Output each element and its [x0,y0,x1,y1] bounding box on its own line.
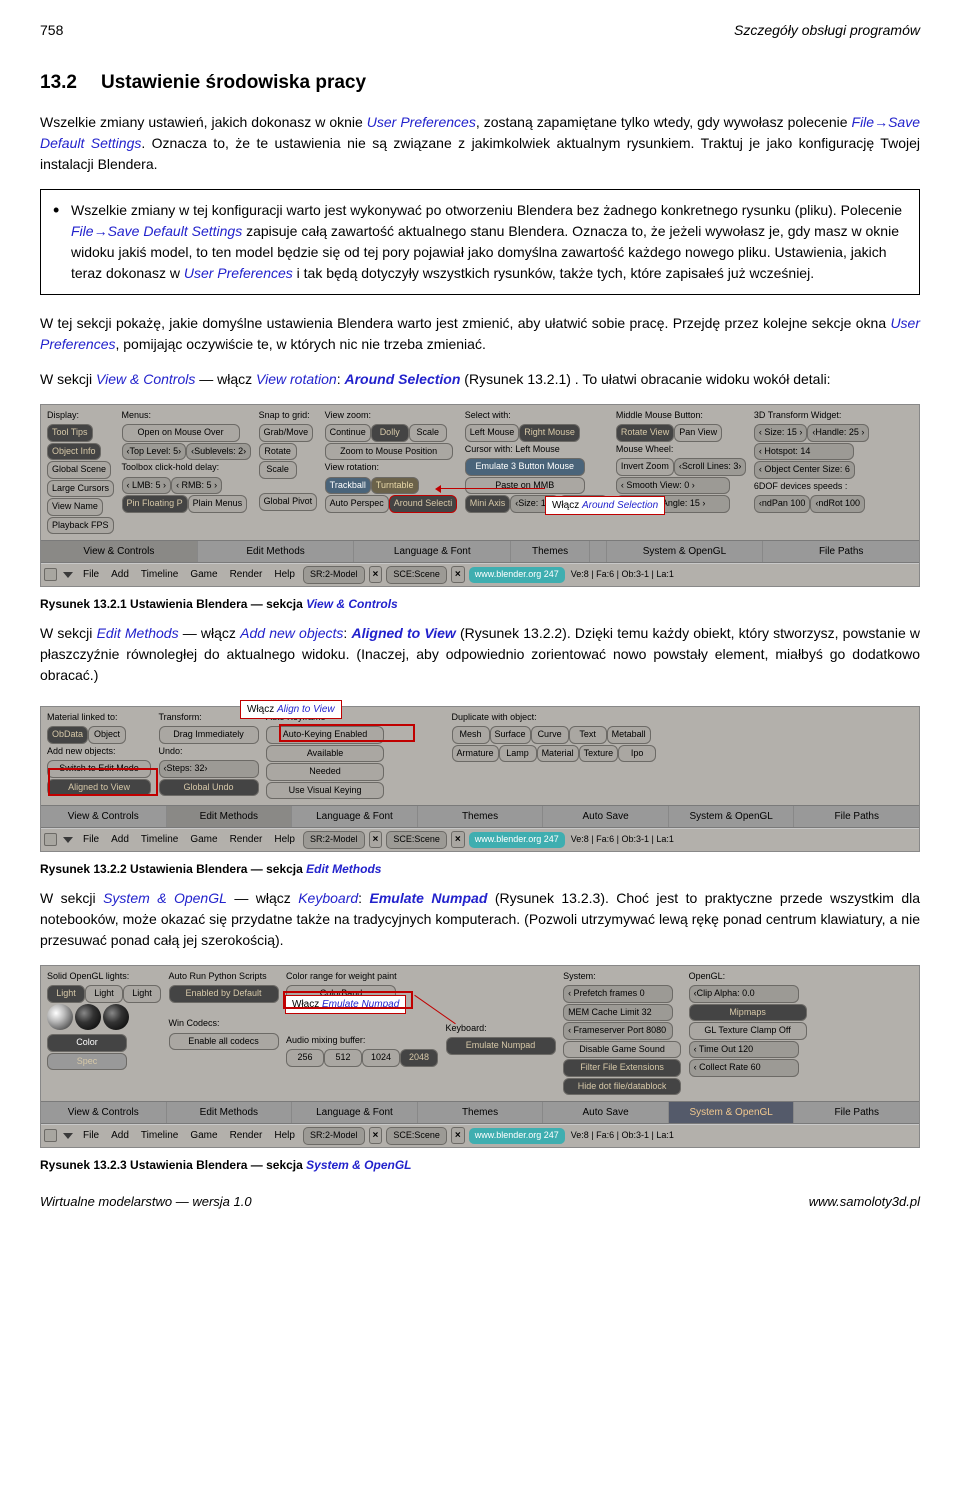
fig1-annotation: Włącz Around Selection [545,496,665,515]
page-header: 758 Szczegóły obsługi programów [40,20,920,41]
intro-paragraph: Wszelkie zmiany ustawień, jakich dokonas… [40,112,920,175]
figure-3-caption: Rysunek 13.2.3 Ustawienia Blendera — sek… [40,1156,920,1174]
blender-ui-view-controls: Display: Tool Tips Object Info Global Sc… [40,404,920,587]
fig2-annotation: Włącz Align to View [240,700,342,719]
paragraph-view-controls: W sekcji View & Controls — włącz View ro… [40,369,920,390]
blender-ui-system-opengl: Solid OpenGL lights: LightLightLight Col… [40,965,920,1148]
page-number: 758 [40,20,63,41]
footer-left: Wirtualne modelarstwo — wersja 1.0 [40,1192,252,1212]
info-icon[interactable] [44,568,57,581]
aligned-to-view-button[interactable]: Aligned to View [47,779,151,797]
blender-menubar: File Add Timeline Game Render Help SR:2-… [41,563,919,586]
close-icon[interactable]: × [369,566,383,583]
close-icon[interactable]: × [451,566,465,583]
tab-system-opengl[interactable]: System & OpenGL [669,1102,795,1123]
blender-ui-edit-methods: Material linked to: ObDataObject Add new… [40,706,920,852]
footer-right: www.samoloty3d.pl [809,1192,920,1212]
emulate-numpad-button[interactable]: Emulate Numpad [446,1037,556,1055]
prefs-tabs: View & Controls Edit Methods Language & … [41,540,919,563]
light-sphere[interactable] [75,1004,101,1030]
figure-1-caption: Rysunek 13.2.1 Ustawienia Blendera — sek… [40,595,920,613]
section-title: Ustawienie środowiska pracy [101,69,366,98]
section-heading: 13.2 Ustawienie środowiska pracy [40,69,920,98]
info-icon[interactable] [44,1129,57,1142]
info-icon[interactable] [44,833,57,846]
tool-tips-button[interactable]: Tool Tips [47,424,93,442]
paragraph-overview: W tej sekcji pokażę, jakie domyślne usta… [40,313,920,355]
figure-1-wrap: Display: Tool Tips Object Info Global Sc… [40,404,920,587]
paragraph-edit-methods: W sekcji Edit Methods — włącz Add new ob… [40,623,920,686]
paragraph-system-opengl: W sekcji System & OpenGL — włącz Keyboar… [40,888,920,951]
figure-2-caption: Rysunek 13.2.2 Ustawienia Blendera — sek… [40,860,920,878]
tab-view-controls[interactable]: View & Controls [41,541,198,562]
dropdown-icon[interactable] [63,837,73,843]
dropdown-icon[interactable] [63,1133,73,1139]
section-number: 13.2 [40,69,77,98]
tab-edit-methods[interactable]: Edit Methods [167,806,293,827]
note-box: • Wszelkie zmiany w tej konfiguracji war… [40,189,920,295]
page-footer: Wirtualne modelarstwo — wersja 1.0 www.s… [40,1192,920,1212]
blender-link[interactable]: www.blender.org 247 [469,567,565,583]
around-selection-button[interactable]: Around Selecti [389,495,458,513]
bullet-icon: • [53,200,71,284]
dropdown-icon[interactable] [63,572,73,578]
light-sphere[interactable] [103,1004,129,1030]
note-text: Wszelkie zmiany w tej konfiguracji warto… [71,200,907,284]
page-header-title: Szczegóły obsługi programów [734,20,920,41]
figure-3-wrap: Solid OpenGL lights: LightLightLight Col… [40,965,920,1148]
figure-2-wrap: Włącz Align to View Material linked to: … [40,706,920,852]
light-sphere[interactable] [47,1004,73,1030]
fig3-annotation: Włacz Emulate Numpad [285,995,406,1014]
